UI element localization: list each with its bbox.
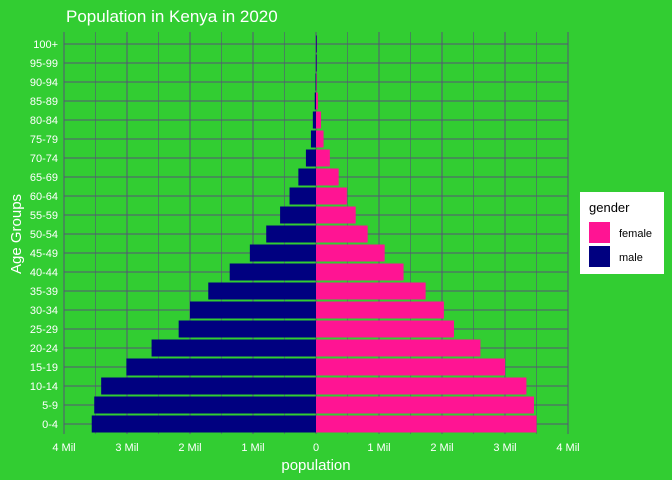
chart-title: Population in Kenya in 2020 xyxy=(66,7,278,26)
bar-male-85-89 xyxy=(314,92,316,110)
y-tick-label: 90-94 xyxy=(30,77,58,89)
bar-male-0-4 xyxy=(91,415,316,433)
bars xyxy=(91,35,537,433)
legend-label-female: female xyxy=(619,228,652,240)
y-axis-title: Age Groups xyxy=(8,194,25,274)
bar-male-80-84 xyxy=(312,111,316,129)
y-tick-label: 80-84 xyxy=(30,115,58,127)
y-tick-label: 45-49 xyxy=(30,248,58,260)
x-tick-label: 2 Mil xyxy=(178,442,201,454)
y-tick-label: 70-74 xyxy=(30,153,58,165)
y-tick-label: 40-44 xyxy=(30,267,58,279)
y-tick-label: 75-79 xyxy=(30,134,58,146)
y-tick-label: 50-54 xyxy=(30,229,58,241)
y-tick-label: 30-34 xyxy=(30,305,58,317)
bar-male-55-59 xyxy=(280,206,316,224)
y-tick-label: 0-4 xyxy=(42,419,58,431)
y-tick-label: 60-64 xyxy=(30,191,58,203)
bar-female-85-89 xyxy=(316,92,318,110)
y-axis-tick-labels: 0-4 5-9 10-14 15-19 20-24 25-29 30-34 35-39 40-4… xyxy=(30,39,58,431)
bar-female-60-64 xyxy=(316,187,347,205)
bar-male-30-34 xyxy=(190,301,316,319)
x-tick-label: 3 Mil xyxy=(115,442,138,454)
y-tick-label: 95-99 xyxy=(30,58,58,70)
bar-male-100+ xyxy=(315,35,317,53)
bar-female-40-44 xyxy=(316,263,404,281)
bar-female-70-74 xyxy=(316,149,330,167)
x-tick-label: 1 Mil xyxy=(367,442,390,454)
y-tick-label: 10-14 xyxy=(30,381,58,393)
legend-title: gender xyxy=(589,200,630,215)
bar-male-25-29 xyxy=(178,320,316,338)
x-axis-title: population xyxy=(281,457,350,474)
bar-male-35-39 xyxy=(208,282,316,300)
bar-female-50-54 xyxy=(316,225,368,243)
bar-male-70-74 xyxy=(305,149,316,167)
y-tick-label: 35-39 xyxy=(30,286,58,298)
bar-male-45-49 xyxy=(249,244,316,262)
bar-male-20-24 xyxy=(151,339,316,357)
bar-male-10-14 xyxy=(101,377,316,395)
bar-male-40-44 xyxy=(229,263,316,281)
x-tick-label: 1 Mil xyxy=(241,442,264,454)
y-tick-label: 25-29 xyxy=(30,324,58,336)
bar-male-60-64 xyxy=(289,187,316,205)
bar-female-0-4 xyxy=(316,415,537,433)
x-tick-label: 3 Mil xyxy=(493,442,516,454)
x-tick-label: 4 Mil xyxy=(556,442,579,454)
bar-female-35-39 xyxy=(316,282,426,300)
bar-male-15-19 xyxy=(126,358,317,376)
bar-female-80-84 xyxy=(316,111,322,129)
bar-female-5-9 xyxy=(316,396,534,414)
legend-swatch-male xyxy=(589,246,610,267)
y-tick-label: 65-69 xyxy=(30,172,58,184)
bar-male-90-94 xyxy=(315,73,317,91)
bar-female-10-14 xyxy=(316,377,527,395)
legend-swatch-female xyxy=(589,222,610,243)
bar-male-5-9 xyxy=(94,396,317,414)
bar-female-25-29 xyxy=(316,320,454,338)
bar-female-55-59 xyxy=(316,206,356,224)
y-tick-label: 100+ xyxy=(33,39,58,51)
y-tick-label: 55-59 xyxy=(30,210,58,222)
bar-female-65-69 xyxy=(316,168,339,186)
bar-male-75-79 xyxy=(310,130,316,148)
bar-female-45-49 xyxy=(316,244,385,262)
y-tick-label: 85-89 xyxy=(30,96,58,108)
x-tick-label: 0 xyxy=(313,442,319,454)
bar-female-90-94 xyxy=(316,73,317,91)
bar-female-15-19 xyxy=(316,358,505,376)
y-tick-label: 15-19 xyxy=(30,362,58,374)
y-tick-label: 20-24 xyxy=(30,343,58,355)
bar-female-20-24 xyxy=(316,339,481,357)
legend-label-male: male xyxy=(619,252,643,264)
x-tick-label: 4 Mil xyxy=(52,442,75,454)
bar-male-65-69 xyxy=(298,168,316,186)
legend: gender female male xyxy=(580,192,664,274)
x-tick-label: 2 Mil xyxy=(430,442,453,454)
x-axis-tick-labels: 4 Mil 3 Mil 2 Mil 1 Mil 0 1 Mil 2 Mil 3 Mil 4 Mi… xyxy=(52,442,579,454)
bar-male-95-99 xyxy=(315,54,317,72)
bar-male-50-54 xyxy=(266,225,316,243)
bar-female-75-79 xyxy=(316,130,324,148)
bar-female-30-34 xyxy=(316,301,444,319)
y-tick-label: 5-9 xyxy=(42,400,58,412)
